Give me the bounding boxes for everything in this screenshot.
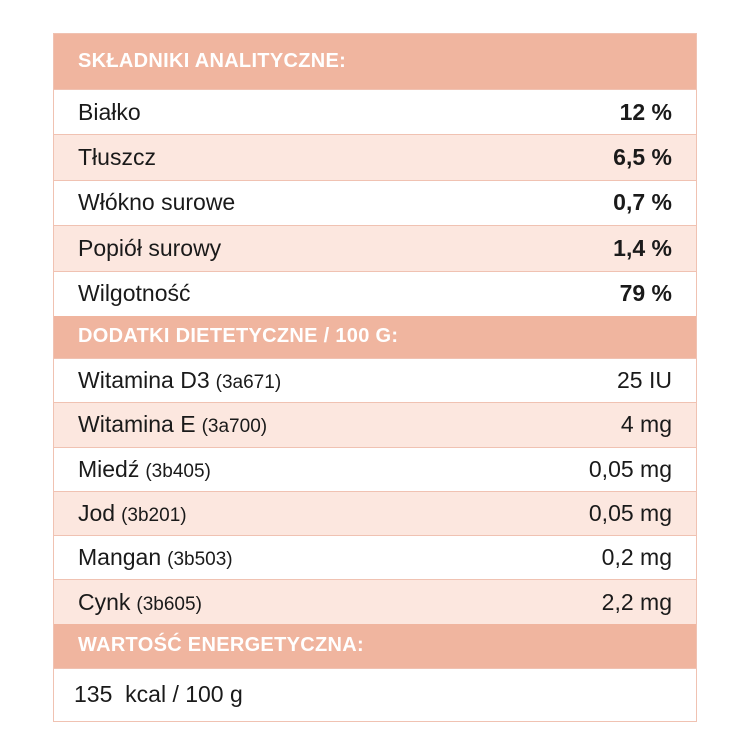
- table-row: Jod (3b201) 0,05 mg: [54, 490, 696, 536]
- nutrient-value: 2,2 mg: [601, 588, 672, 615]
- row-label: Białko: [78, 99, 141, 126]
- additive-code: (3b605): [136, 593, 202, 615]
- table-row: Witamina D3 (3a671) 25 IU: [54, 357, 696, 402]
- additive-code: (3a700): [201, 416, 268, 438]
- table-row: Białko 12 %: [54, 89, 696, 134]
- nutrient-name: Mangan: [78, 544, 162, 571]
- nutrient-value: 0,05 mg: [588, 499, 672, 526]
- table-row: Cynk (3b605) 2,2 mg: [54, 579, 696, 624]
- additive-code: (3a671): [215, 372, 282, 394]
- section-header: SKŁADNIKI ANALITYCZNE:: [54, 34, 696, 89]
- row-label: Cynk (3b605): [78, 589, 202, 616]
- row-label: Miedź (3b405): [78, 456, 211, 483]
- nutrient-value: 4 mg: [620, 411, 672, 438]
- row-label: Wilgotność: [78, 280, 190, 307]
- nutrient-value: 25 IU: [617, 367, 672, 394]
- row-label: Mangan (3b503): [78, 544, 233, 571]
- nutrient-name: Jod: [78, 499, 116, 526]
- section-header: WARTOŚĆ ENERGETYCZNA:: [54, 623, 696, 668]
- additive-code: (3b201): [121, 504, 187, 526]
- section-header: DODATKI DIETETYCZNE / 100 G:: [54, 315, 696, 358]
- nutrient-name: Białko: [78, 98, 141, 125]
- energy-row: 135 kcal / 100 g: [54, 667, 696, 721]
- nutrient-name: Włókno surowe: [78, 189, 236, 216]
- row-label: Tłuszcz: [78, 144, 156, 171]
- nutrient-value: 0,7 %: [613, 189, 672, 216]
- nutrition-table: SKŁADNIKI ANALITYCZNE: Białko 12 % Tłuszcz 6…: [53, 33, 697, 722]
- nutrient-value: 0,05 mg: [588, 455, 672, 482]
- row-label: Witamina E (3a700): [78, 411, 267, 438]
- additive-code: (3b405): [145, 460, 211, 482]
- row-label: Popiół surowy: [78, 235, 221, 262]
- table-row: Mangan (3b503) 0,2 mg: [54, 535, 696, 579]
- nutrient-value: 0,2 mg: [601, 544, 672, 571]
- table-row: Witamina E (3a700) 4 mg: [54, 402, 696, 447]
- nutrient-name: Popiół surowy: [78, 234, 222, 261]
- nutrient-name: Witamina D3: [78, 367, 210, 394]
- nutrient-name: Wilgotność: [78, 280, 191, 307]
- row-label: Jod (3b201): [78, 500, 187, 527]
- table-row: Wilgotność 79 %: [54, 270, 696, 316]
- additive-code: (3b503): [167, 549, 233, 571]
- nutrient-value: 6,5 %: [613, 144, 672, 171]
- nutrient-name: Miedź: [78, 455, 140, 482]
- table-row: Miedź (3b405) 0,05 mg: [54, 446, 696, 491]
- nutrient-name: Witamina E: [78, 411, 196, 438]
- row-label: Włókno surowe: [78, 189, 235, 216]
- nutrient-value: 1,4 %: [613, 234, 672, 261]
- nutrient-name: Tłuszcz: [78, 144, 156, 171]
- table-row: Włókno surowe 0,7 %: [54, 179, 696, 225]
- nutrient-name: Cynk: [78, 588, 131, 615]
- table-row: Tłuszcz 6,5 %: [54, 134, 696, 180]
- nutrient-value: 79 %: [619, 280, 672, 307]
- row-label: Witamina D3 (3a671): [78, 367, 281, 394]
- nutrient-value: 12 %: [619, 98, 672, 125]
- table-row: Popiół surowy 1,4 %: [54, 225, 696, 271]
